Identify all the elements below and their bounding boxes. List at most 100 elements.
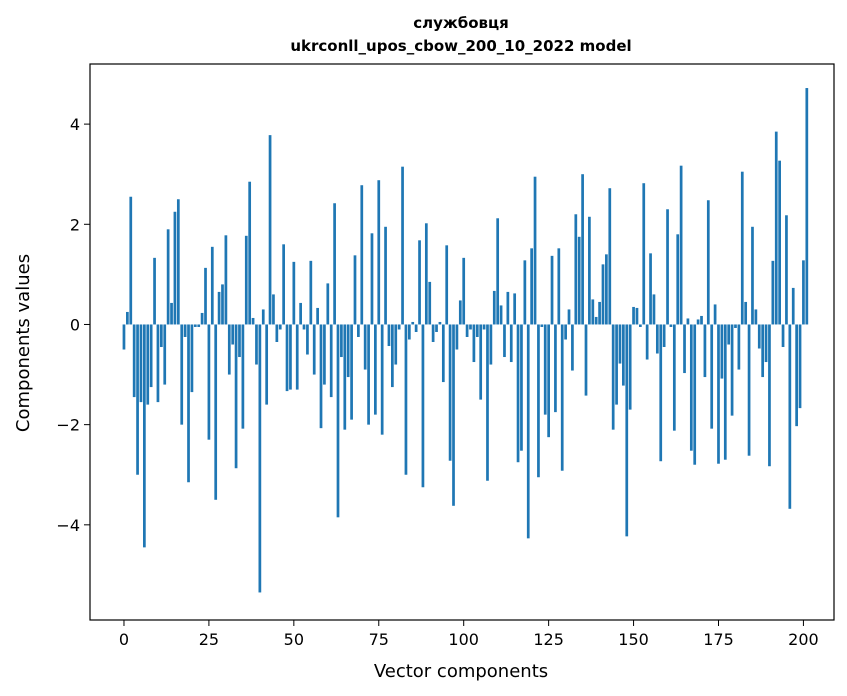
bar-41 (261, 309, 265, 325)
bar-37 (248, 181, 252, 325)
bar-92 (435, 324, 438, 332)
bar-114 (509, 324, 513, 363)
bar-134 (577, 236, 581, 325)
bar-90 (428, 281, 432, 325)
bar-141 (601, 264, 605, 325)
bar-100 (462, 257, 466, 325)
y-axis-label: Components values (13, 254, 34, 432)
bar-164 (679, 165, 683, 325)
bar-145 (615, 324, 618, 405)
bar-13 (166, 229, 170, 325)
bar-73 (370, 233, 374, 325)
bar-43 (268, 135, 272, 325)
bar-106 (482, 324, 486, 330)
bar-152 (639, 324, 642, 327)
bar-140 (598, 301, 601, 325)
bar-159 (662, 324, 666, 348)
bar-18 (183, 324, 187, 337)
bar-133 (574, 214, 578, 325)
bar-22 (197, 324, 201, 327)
bar-7 (146, 324, 150, 405)
bar-12 (163, 324, 167, 385)
bar-31 (227, 324, 231, 375)
bar-2 (129, 196, 133, 325)
bar-56 (312, 324, 316, 375)
bar-165 (683, 324, 686, 374)
bar-104 (475, 324, 479, 337)
bar-84 (407, 324, 411, 340)
bar-23 (200, 312, 204, 325)
bar-44 (272, 294, 275, 325)
bar-10 (156, 324, 160, 403)
bar-125 (547, 324, 550, 438)
bar-21 (193, 324, 197, 327)
bar-108 (489, 324, 493, 365)
bar-58 (319, 324, 323, 429)
bar-76 (380, 324, 384, 435)
bar-51 (295, 324, 299, 390)
bar-178 (727, 324, 731, 345)
bar-182 (740, 171, 744, 325)
bar-61 (329, 324, 333, 398)
bar-52 (299, 302, 302, 325)
bar-148 (625, 324, 629, 537)
bar-179 (730, 324, 734, 416)
bar-186 (754, 309, 758, 325)
bar-87 (418, 240, 421, 325)
bar-193 (778, 160, 781, 325)
bar-174 (713, 304, 717, 325)
bar-97 (452, 324, 455, 506)
bar-154 (645, 324, 649, 360)
bar-107 (486, 324, 489, 481)
bar-72 (367, 324, 370, 425)
bar-119 (526, 324, 530, 539)
bar-63 (336, 324, 340, 518)
bar-3 (132, 324, 136, 398)
bar-198 (795, 324, 798, 427)
x-tick-label: 25 (199, 630, 219, 649)
bar-34 (238, 324, 241, 358)
bar-163 (676, 234, 680, 325)
bar-102 (469, 324, 472, 330)
bar-131 (567, 309, 571, 325)
plot-frame (89, 63, 835, 621)
bar-142 (605, 254, 608, 325)
bar-9 (153, 257, 156, 325)
bar-74 (374, 324, 377, 415)
bar-146 (618, 324, 622, 364)
bar-111 (499, 305, 503, 325)
y-tick-label: −2 (56, 416, 80, 435)
bar-68 (353, 255, 357, 325)
bar-129 (560, 324, 564, 471)
bar-157 (655, 324, 659, 354)
bar-128 (557, 248, 561, 325)
bar-118 (523, 260, 527, 325)
bar-168 (693, 324, 697, 465)
bar-81 (397, 324, 401, 330)
bar-85 (411, 321, 415, 325)
bar-26 (210, 246, 214, 325)
x-axis-label: Vector components (374, 661, 548, 682)
bars-group (122, 88, 809, 593)
bar-135 (581, 174, 584, 325)
bar-166 (686, 318, 690, 325)
bar-99 (458, 300, 462, 325)
bar-153 (642, 183, 646, 325)
bar-115 (513, 293, 517, 325)
y-tick-label: 2 (70, 215, 80, 234)
bar-132 (571, 324, 574, 371)
bar-124 (543, 324, 547, 415)
bar-40 (258, 324, 262, 593)
y-axis-ticks: −4 −2 0 2 4 (56, 115, 90, 535)
bar-67 (350, 324, 353, 420)
bar-127 (554, 324, 557, 413)
bar-123 (540, 324, 544, 327)
bar-199 (798, 324, 802, 409)
bar-139 (594, 316, 598, 325)
bar-151 (635, 307, 639, 325)
bar-46 (278, 324, 282, 330)
bar-39 (255, 324, 258, 365)
chart-title-line2: ukrconll_upos_cbow_200_10_2022 model (290, 37, 631, 55)
bar-195 (785, 215, 788, 325)
